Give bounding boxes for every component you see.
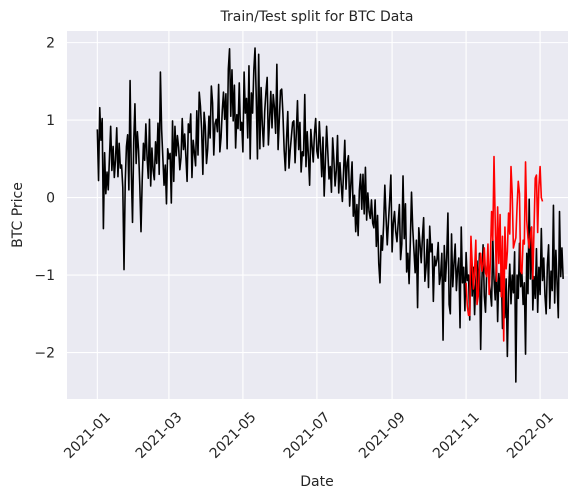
plot-area (67, 31, 568, 399)
x-axis-label: Date (300, 474, 333, 490)
train-series-line (96, 47, 564, 383)
x-tick-label: 2021-03 (133, 409, 186, 462)
y-tick-label: 1 (46, 113, 55, 129)
y-tick-labels: −2 −1 0 1 2 (34, 36, 55, 362)
y-tick-label: −2 (34, 346, 55, 362)
y-axis-label: BTC Price (10, 182, 26, 248)
x-tick-labels: 2021-01 2021-03 2021-05 2021-07 2021-09 2021-… (61, 409, 556, 462)
x-tick-label: 2021-09 (356, 409, 409, 462)
grid (67, 31, 568, 399)
y-tick-label: 0 (46, 191, 55, 207)
x-tick-label: 2022-01 (504, 409, 557, 462)
y-tick-label: −1 (34, 268, 55, 284)
y-tick-label: 2 (46, 36, 55, 52)
chart-title: Train/Test split for BTC Data (220, 9, 414, 25)
test-series-line (465, 155, 544, 342)
x-tick-label: 2021-05 (207, 409, 260, 462)
x-tick-label: 2021-01 (61, 409, 114, 462)
series-layer (96, 47, 564, 383)
x-tick-label: 2021-11 (430, 409, 483, 462)
x-tick-label: 2021-07 (281, 409, 334, 462)
